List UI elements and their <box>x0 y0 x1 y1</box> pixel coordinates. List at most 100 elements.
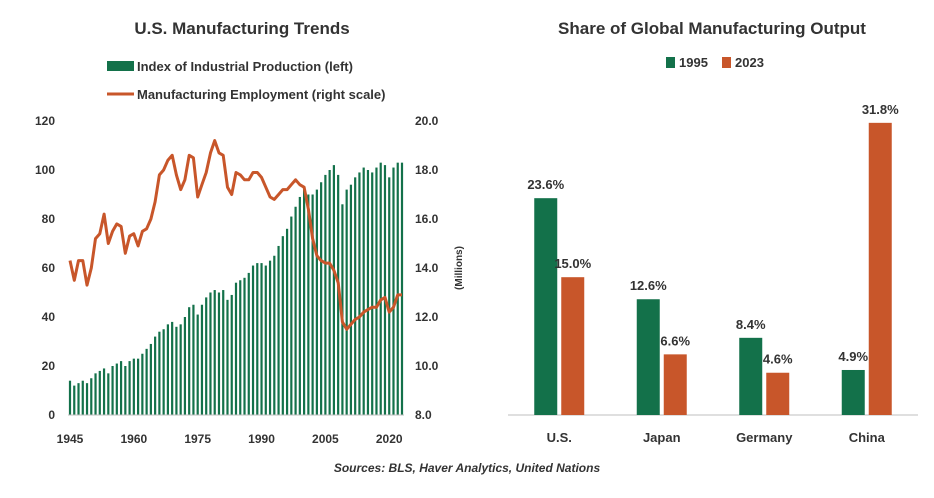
share-bar-1995 <box>739 337 763 415</box>
left-y-ticks: 0 20 40 60 80 100 120 <box>35 114 55 422</box>
production-bar <box>239 280 242 415</box>
production-bar <box>102 368 106 415</box>
share-category-label: Japan <box>643 430 681 445</box>
production-bar <box>400 162 404 415</box>
production-bar <box>268 260 272 415</box>
share-data-label: 31.8% <box>862 102 899 117</box>
share-data-label: 23.6% <box>527 177 564 192</box>
production-bar <box>345 189 348 415</box>
production-bar <box>217 292 221 415</box>
production-bar <box>366 170 370 415</box>
legend-label-1995: 1995 <box>679 55 708 70</box>
share-data-label: 4.6% <box>763 352 793 367</box>
share-bar-2023 <box>766 372 790 415</box>
employment-line <box>68 139 402 331</box>
production-bar <box>141 353 144 415</box>
production-bar <box>243 277 246 415</box>
right-y-tick-label: 12.0 <box>415 310 439 324</box>
production-bar <box>124 366 127 415</box>
production-bar <box>111 366 114 415</box>
share-bar-1995 <box>841 369 865 415</box>
production-bar <box>132 358 135 415</box>
x-tick-label: 1990 <box>248 432 275 446</box>
production-bar <box>388 177 391 415</box>
production-bar <box>213 290 216 415</box>
production-bar <box>396 162 399 415</box>
share-bar-2023 <box>561 277 585 415</box>
right-y-tick-label: 8.0 <box>415 408 432 422</box>
right-y-tick-label: 10.0 <box>415 359 439 373</box>
production-bar <box>205 297 208 415</box>
production-bar <box>85 383 89 415</box>
right-axis-title: (Millions) <box>454 246 465 290</box>
production-bar <box>311 194 314 415</box>
production-bar <box>73 385 76 415</box>
production-bar <box>200 304 204 415</box>
production-bar <box>290 216 293 415</box>
production-bar <box>226 299 229 415</box>
legend-swatch-1995 <box>666 57 675 68</box>
production-bar <box>77 383 80 415</box>
production-bar <box>383 165 387 415</box>
left-y-tick-label: 40 <box>42 310 56 324</box>
left-y-tick-label: 80 <box>42 212 56 226</box>
production-bar <box>379 162 382 415</box>
production-bar <box>179 324 182 415</box>
left-chart-title: U.S. Manufacturing Trends <box>134 19 349 38</box>
production-bar <box>154 336 157 415</box>
production-bar <box>175 326 178 415</box>
production-bar <box>188 307 191 415</box>
left-y-tick-label: 100 <box>35 163 55 177</box>
production-bar <box>171 321 174 415</box>
production-bar <box>298 196 301 415</box>
share-category-label: China <box>849 430 886 445</box>
production-bar <box>307 194 310 415</box>
right-chart-title: Share of Global Manufacturing Output <box>558 19 866 38</box>
share-data-label: 12.6% <box>630 278 667 293</box>
left-y-tick-label: 120 <box>35 114 55 128</box>
x-tick-label: 1975 <box>184 432 211 446</box>
production-bar <box>371 172 374 415</box>
production-bars <box>68 162 404 415</box>
production-bar <box>90 378 93 415</box>
share-data-label: 6.6% <box>660 333 690 348</box>
share-bar-2023 <box>868 122 892 416</box>
share-bar-1995 <box>636 299 660 415</box>
production-bar <box>362 167 365 415</box>
share-data-label: 15.0% <box>554 256 591 271</box>
legend-label-employment: Manufacturing Employment (right scale) <box>137 87 385 102</box>
production-bar <box>98 370 101 415</box>
source-note: Sources: BLS, Haver Analytics, United Na… <box>333 461 601 475</box>
production-bar <box>81 380 84 415</box>
production-bar <box>358 172 361 415</box>
production-bar <box>115 363 118 415</box>
share-category-label: U.S. <box>547 430 572 445</box>
production-bar <box>315 189 318 415</box>
production-bar <box>264 265 267 415</box>
production-bar <box>294 206 297 415</box>
production-bar <box>162 329 165 415</box>
production-bar <box>145 348 148 415</box>
x-tick-label: 1960 <box>120 432 147 446</box>
right-y-tick-label: 20.0 <box>415 114 439 128</box>
production-bar <box>234 282 238 415</box>
production-bar <box>303 189 306 415</box>
production-bar <box>375 167 378 415</box>
x-ticks: 1945 1960 1975 1990 2005 2020 <box>57 432 403 446</box>
production-bar <box>149 343 152 415</box>
production-bar <box>354 177 357 415</box>
legend-label-production: Index of Industrial Production (left) <box>137 59 353 74</box>
share-data-label: 8.4% <box>736 317 766 332</box>
legend-swatch-production <box>107 61 134 71</box>
production-bar <box>230 294 233 415</box>
production-bar <box>349 184 353 415</box>
production-bar <box>94 373 97 415</box>
production-bar <box>192 304 195 415</box>
production-bar <box>320 182 323 415</box>
production-bar <box>256 263 259 415</box>
production-bar <box>328 170 331 415</box>
share-category-label: Germany <box>736 430 793 445</box>
production-bar <box>209 292 212 415</box>
